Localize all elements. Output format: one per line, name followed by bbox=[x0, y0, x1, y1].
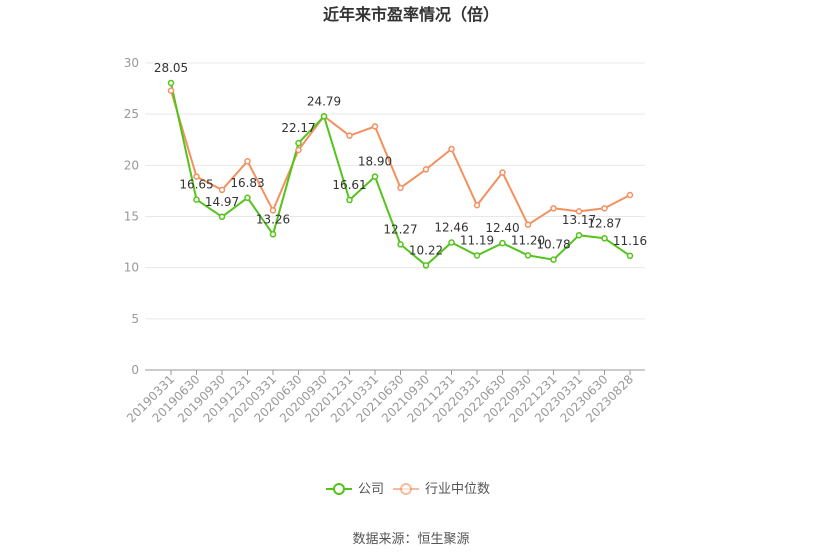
legend-item-industry-median[interactable]: 行业中位数 bbox=[393, 482, 490, 497]
grid-lines bbox=[145, 62, 645, 320]
legend-item-company[interactable]: 公司 bbox=[326, 482, 384, 497]
y-axis: 0 5 10 15 20 25 30 bbox=[124, 56, 139, 377]
company-data-label: 28.05 bbox=[154, 61, 188, 75]
company-data-point[interactable] bbox=[448, 239, 455, 246]
company-data-point[interactable] bbox=[422, 262, 430, 269]
legend-industry-marker-icon bbox=[400, 483, 412, 495]
industry-median-data-point[interactable] bbox=[346, 132, 353, 139]
industry-median-data-point[interactable] bbox=[575, 208, 583, 215]
y-tick-label: 5 bbox=[131, 312, 139, 326]
company-data-point[interactable] bbox=[499, 239, 506, 247]
y-tick-label: 10 bbox=[124, 261, 139, 275]
industry-median-data-point[interactable] bbox=[371, 123, 379, 130]
chart-title: 近年来市盈率情况（倍） bbox=[323, 5, 499, 24]
y-tick-label: 0 bbox=[131, 363, 139, 377]
company-data-point[interactable] bbox=[473, 252, 481, 259]
industry-median-data-point[interactable] bbox=[626, 191, 634, 199]
legend-company-label: 公司 bbox=[358, 482, 384, 497]
y-tick-label: 20 bbox=[124, 158, 139, 172]
company-data-label: 11.16 bbox=[613, 234, 647, 248]
company-data-point[interactable] bbox=[244, 194, 251, 202]
data-source: 数据来源：恒生聚源 bbox=[352, 532, 469, 547]
industry-median-data-point[interactable] bbox=[295, 146, 302, 154]
company-data-point[interactable] bbox=[550, 256, 557, 263]
industry-median-data-point[interactable] bbox=[269, 207, 277, 214]
industry-median-data-point[interactable] bbox=[167, 87, 175, 94]
company-data-point[interactable] bbox=[397, 241, 404, 248]
company-data-label: 13.17 bbox=[562, 213, 596, 227]
company-data-point[interactable] bbox=[320, 113, 328, 120]
company-data-label: 18.90 bbox=[358, 155, 392, 169]
series-points bbox=[167, 79, 634, 269]
industry-median-data-point[interactable] bbox=[473, 201, 481, 209]
company-data-label: 16.65 bbox=[179, 178, 213, 192]
y-tick-label: 25 bbox=[124, 107, 139, 121]
industry-median-data-point[interactable] bbox=[218, 186, 226, 194]
industry-median-data-point[interactable] bbox=[601, 205, 608, 212]
company-data-point[interactable] bbox=[346, 196, 353, 204]
company-data-point[interactable] bbox=[575, 231, 583, 239]
industry-median-data-point[interactable] bbox=[550, 205, 557, 212]
company-data-point[interactable] bbox=[167, 79, 175, 87]
company-data-label: 12.27 bbox=[383, 222, 417, 236]
company-data-label: 14.97 bbox=[205, 195, 239, 209]
legend-company-marker-icon bbox=[333, 483, 345, 495]
company-data-label: 12.40 bbox=[485, 221, 519, 235]
legend[interactable]: 公司 行业中位数 bbox=[326, 482, 490, 497]
company-data-point[interactable] bbox=[269, 231, 277, 238]
y-tick-label: 30 bbox=[124, 56, 139, 70]
data-labels: 28.05 16.65 14.97 16.83 13.26 22.17 24.79 16.61… bbox=[154, 61, 647, 257]
company-data-point[interactable] bbox=[626, 252, 634, 260]
company-data-label: 13.26 bbox=[256, 212, 290, 226]
company-data-label: 12.46 bbox=[434, 220, 468, 234]
company-data-point[interactable] bbox=[295, 139, 302, 147]
company-data-label: 16.83 bbox=[230, 176, 264, 190]
industry-median-data-point[interactable] bbox=[524, 221, 532, 228]
company-data-label: 10.78 bbox=[536, 238, 570, 252]
company-data-point[interactable] bbox=[524, 252, 532, 259]
company-data-label: 16.61 bbox=[332, 178, 366, 192]
company-data-point[interactable] bbox=[218, 213, 226, 221]
y-tick-label: 15 bbox=[124, 210, 139, 224]
company-data-label: 10.22 bbox=[409, 243, 443, 257]
industry-median-data-point[interactable] bbox=[397, 184, 404, 192]
industry-median-data-point[interactable] bbox=[448, 145, 455, 153]
industry-median-data-point[interactable] bbox=[244, 157, 251, 165]
x-axis: 2019033120190630201909302019123120200331… bbox=[124, 369, 645, 425]
company-data-label: 11.19 bbox=[460, 233, 494, 247]
company-data-point[interactable] bbox=[193, 196, 200, 203]
company-data-label: 22.17 bbox=[281, 121, 315, 135]
industry-median-data-point[interactable] bbox=[193, 173, 200, 180]
legend-industry-label: 行业中位数 bbox=[425, 482, 490, 497]
company-data-label: 24.79 bbox=[307, 94, 341, 108]
company-data-point[interactable] bbox=[601, 235, 608, 242]
company-data-label: 12.87 bbox=[587, 216, 621, 230]
industry-median-data-point[interactable] bbox=[499, 169, 506, 176]
industry-median-data-point[interactable] bbox=[422, 166, 430, 173]
company-data-point[interactable] bbox=[371, 173, 379, 180]
company-data-label: 11.20 bbox=[511, 233, 545, 247]
